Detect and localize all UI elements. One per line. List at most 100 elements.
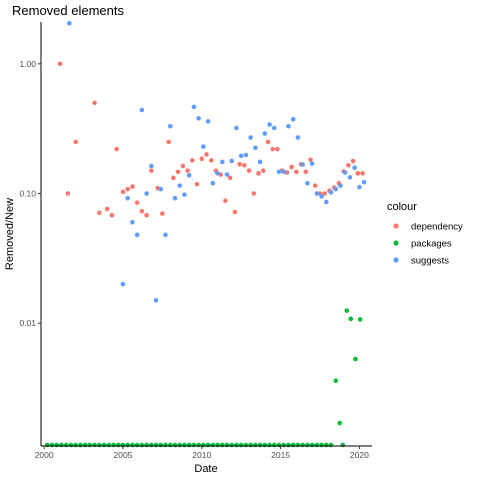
suggests-point-9 [158, 186, 164, 192]
chart-title: Removed elements [12, 3, 124, 18]
packages-point-28 [177, 442, 182, 448]
dependency-point-14 [149, 168, 154, 173]
suggests-point-25 [234, 125, 239, 131]
packages-point-8 [82, 442, 88, 448]
dependency-point-26 [208, 158, 214, 163]
dependency-point-13 [144, 212, 149, 218]
packages-point-30 [186, 442, 192, 448]
packages-point-7 [78, 442, 83, 448]
dependency-point-25 [204, 152, 209, 157]
suggests-point-32 [267, 122, 272, 127]
suggests-point-12 [172, 195, 178, 201]
suggests-point-28 [248, 135, 253, 140]
suggests-point-24 [229, 158, 235, 164]
legend-key-dependency [393, 223, 399, 229]
y-tick-label-1: 0.10 [19, 188, 36, 198]
packages-point-34 [205, 442, 211, 448]
suggests-point-26 [238, 153, 244, 159]
suggests-point-33 [271, 125, 277, 131]
suggests-point-42 [314, 191, 320, 196]
packages-point-48 [271, 442, 277, 448]
dependency-point-9 [125, 186, 130, 192]
packages-point-32 [196, 442, 201, 448]
x-tick-label-3: 2015 [271, 450, 290, 460]
packages-point-47 [267, 442, 272, 448]
packages-point-11 [97, 442, 102, 448]
suggests-point-2 [125, 195, 130, 201]
dependency-point-5 [104, 206, 110, 212]
packages-point-21 [144, 442, 149, 448]
packages-point-50 [281, 442, 287, 448]
packages-point-9 [87, 442, 93, 448]
legend-entries: dependency packages suggests [393, 222, 463, 267]
packages-point-1 [49, 442, 55, 448]
dependency-point-46 [303, 169, 309, 175]
dependency-point-21 [185, 168, 190, 173]
dependency-point-1 [65, 191, 71, 196]
packages-point-26 [167, 442, 173, 448]
dependency-point-22 [190, 158, 195, 163]
suggests-point-34 [276, 169, 282, 175]
legend-key-packages [393, 240, 399, 246]
packages-point-5 [68, 442, 74, 448]
dependency-point-30 [227, 175, 233, 181]
suggests-point-4 [134, 232, 140, 238]
suggests-point-47 [338, 183, 343, 188]
packages-point-42 [243, 442, 249, 448]
x-tick-label-4: 2020 [350, 450, 369, 460]
suggests-point-23 [224, 172, 230, 177]
suggests-point-50 [352, 165, 357, 171]
packages-point-4 [63, 442, 69, 448]
suggests-point-43 [319, 194, 324, 199]
suggests-point-5 [139, 107, 145, 113]
legend-label-suggests: suggests [411, 256, 449, 267]
suggests-point-29 [253, 145, 258, 151]
packages-point-51 [286, 442, 291, 448]
suggests-point-37 [290, 117, 296, 122]
packages-point-64 [344, 308, 350, 313]
suggests-point-14 [182, 192, 187, 197]
packages-point-22 [149, 442, 154, 448]
packages-point-18 [130, 442, 135, 448]
suggests-point-6 [144, 191, 149, 196]
packages-point-63 [340, 442, 346, 448]
dependency-point-32 [237, 161, 242, 167]
dependency-point-6 [109, 212, 115, 218]
x-axis-ticks: 2000 2005 2010 2015 2020 [35, 446, 369, 460]
packages-point-31 [191, 442, 197, 448]
suggests-point-45 [328, 190, 334, 195]
legend-title: colour [387, 201, 417, 213]
x-tick-label-2: 2010 [192, 450, 211, 460]
legend-label-packages: packages [411, 239, 452, 250]
packages-point-39 [229, 442, 235, 448]
suggests-point-31 [262, 131, 268, 136]
y-axis-ticks: 0.01 0.10 1.00 [19, 59, 41, 328]
packages-point-56 [309, 442, 315, 448]
packages-point-2 [54, 442, 60, 448]
packages-point-54 [300, 442, 305, 448]
dependency-point-50 [322, 191, 328, 196]
suggests-point-35 [281, 169, 287, 175]
suggests-point-1 [120, 281, 126, 287]
suggests-point-52 [361, 179, 367, 185]
packages-point-38 [224, 442, 230, 448]
packages-point-40 [234, 442, 239, 448]
suggests-point-7 [149, 163, 154, 169]
suggests-point-51 [357, 184, 362, 190]
suggests-point-16 [191, 104, 197, 110]
dependency-point-4 [97, 210, 102, 216]
dependency-point-12 [139, 208, 145, 214]
suggests-point-11 [167, 123, 173, 129]
dependency-point-47 [308, 157, 313, 163]
dependency-point-48 [312, 183, 318, 188]
packages-point-24 [158, 442, 164, 448]
suggests-point-46 [333, 186, 339, 192]
suggests-point-40 [305, 180, 310, 186]
suggests-point-18 [201, 144, 206, 149]
legend-key-suggests [393, 257, 399, 263]
packages-point-29 [182, 442, 187, 448]
packages-point-46 [262, 442, 268, 448]
packages-point-55 [305, 442, 310, 448]
suggests-point-10 [163, 232, 168, 238]
